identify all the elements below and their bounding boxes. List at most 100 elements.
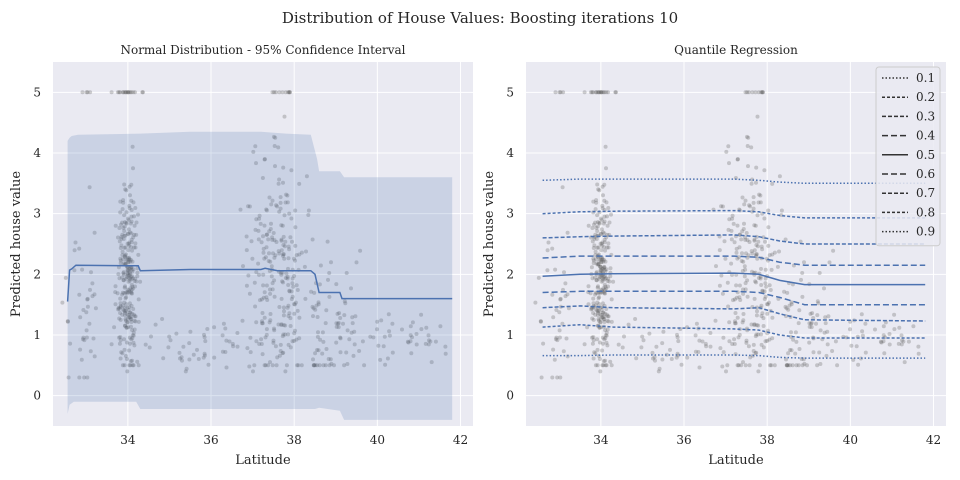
data-point xyxy=(287,90,292,95)
data-point xyxy=(80,267,85,272)
data-point xyxy=(603,336,608,341)
data-point xyxy=(287,247,292,252)
data-point xyxy=(131,307,136,311)
data-point xyxy=(596,310,600,315)
data-point xyxy=(604,340,609,345)
data-point xyxy=(737,283,742,288)
data-point xyxy=(135,359,140,364)
data-point xyxy=(603,291,608,296)
data-point xyxy=(130,311,135,316)
data-point xyxy=(602,231,607,236)
data-point xyxy=(235,331,240,335)
data-point xyxy=(313,351,318,356)
data-point xyxy=(427,338,431,343)
data-point xyxy=(282,309,286,314)
data-point xyxy=(292,274,297,278)
data-point xyxy=(128,266,133,271)
data-point xyxy=(604,330,609,335)
data-point xyxy=(289,168,294,173)
data-point xyxy=(539,375,544,380)
data-point xyxy=(730,342,735,346)
data-point xyxy=(561,90,566,95)
left-series xyxy=(66,131,453,420)
data-point xyxy=(762,216,767,221)
data-point xyxy=(282,114,287,119)
data-point xyxy=(815,299,820,304)
data-point xyxy=(752,322,757,327)
data-point xyxy=(285,276,290,281)
data-point xyxy=(602,182,607,187)
data-point xyxy=(595,285,600,290)
data-point xyxy=(606,276,611,281)
data-point xyxy=(280,223,285,228)
data-point xyxy=(121,198,126,203)
data-point xyxy=(669,357,674,361)
data-point xyxy=(788,363,793,368)
data-point xyxy=(600,240,605,245)
data-point xyxy=(85,375,90,380)
data-point xyxy=(848,327,852,332)
data-point xyxy=(316,300,321,305)
data-point xyxy=(128,341,132,346)
data-point xyxy=(851,357,856,362)
data-point xyxy=(596,276,601,281)
data-point xyxy=(599,257,604,262)
data-point xyxy=(755,114,760,119)
right-series xyxy=(542,178,926,359)
data-point xyxy=(135,270,140,275)
data-point xyxy=(590,239,595,244)
data-point xyxy=(606,90,610,95)
data-point xyxy=(130,276,135,281)
data-point xyxy=(597,275,602,280)
data-point xyxy=(288,324,293,328)
data-point xyxy=(287,311,292,316)
data-point xyxy=(601,259,606,264)
data-point xyxy=(262,315,267,320)
data-point xyxy=(826,314,831,319)
data-point xyxy=(561,287,565,292)
data-point xyxy=(125,271,130,276)
data-point xyxy=(244,283,249,288)
data-point xyxy=(860,333,865,338)
data-point xyxy=(127,288,131,293)
data-point xyxy=(289,216,294,221)
data-point xyxy=(566,306,571,311)
data-point xyxy=(720,291,725,296)
data-point xyxy=(349,330,354,335)
data-point xyxy=(79,357,84,362)
data-point xyxy=(136,319,141,324)
data-point xyxy=(342,299,347,304)
data-point xyxy=(429,360,434,365)
data-point xyxy=(593,275,597,280)
legend-frame xyxy=(875,66,941,247)
data-point xyxy=(187,341,192,346)
data-point xyxy=(85,304,90,309)
data-point xyxy=(92,230,97,235)
data-point xyxy=(123,310,127,315)
data-point xyxy=(109,90,114,95)
data-point xyxy=(247,364,252,369)
data-point xyxy=(272,328,277,333)
data-point xyxy=(598,264,603,269)
data-point xyxy=(310,304,315,309)
data-point xyxy=(128,221,133,226)
data-point xyxy=(603,284,608,289)
data-point xyxy=(279,296,284,301)
data-point xyxy=(257,216,262,221)
data-point xyxy=(128,193,132,198)
data-point xyxy=(793,330,798,335)
data-point xyxy=(347,337,352,342)
data-point xyxy=(195,347,199,352)
data-point xyxy=(251,149,256,154)
data-point xyxy=(749,249,754,254)
data-point xyxy=(127,315,132,320)
data-point xyxy=(704,344,709,349)
data-point xyxy=(129,214,134,219)
data-point xyxy=(341,321,345,326)
data-point xyxy=(720,364,725,369)
data-point xyxy=(130,363,135,368)
data-point xyxy=(122,300,127,305)
data-point xyxy=(65,319,70,324)
data-point xyxy=(259,337,264,342)
data-point xyxy=(414,342,419,347)
